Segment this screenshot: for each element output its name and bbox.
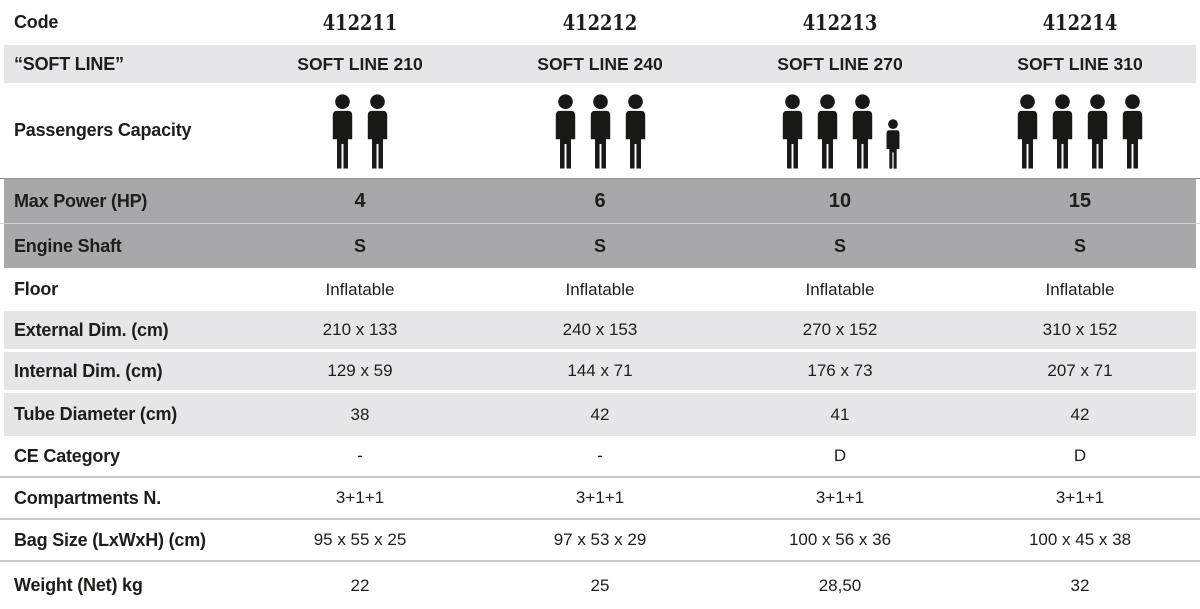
cell-value: 15 (1068, 189, 1092, 212)
adult-passenger-icon (782, 94, 802, 169)
cell-value: 22 (350, 575, 370, 595)
cell-value: 10 (828, 189, 852, 212)
cell-value: D (1073, 446, 1087, 465)
cell-value: 412211 (322, 10, 398, 35)
row-external-dim: External Dim. (cm) 210 x 133 240 x 153 270 … (0, 311, 1200, 349)
row-label: Engine Shaft (14, 235, 122, 256)
cell-value: 3+1+1 (335, 488, 385, 507)
cell-value: 32 (1070, 575, 1090, 595)
cell-value: S (833, 235, 846, 256)
cell-value: Inflatable (565, 279, 635, 299)
row-label: Floor (14, 279, 58, 299)
adult-passenger-icon (817, 94, 837, 169)
passenger-icons-cell (720, 83, 960, 178)
cell-value: 3+1+1 (815, 488, 865, 507)
adult-passenger-icon (367, 94, 388, 169)
cell-value: 210 x 133 (322, 320, 398, 339)
row-passengers-capacity: Passengers Capacity (0, 83, 1200, 178)
row-engine-shaft: Engine Shaft S S S S (0, 223, 1200, 268)
cell-value: 3+1+1 (1055, 488, 1105, 507)
adult-passenger-icon (590, 94, 610, 169)
row-weight: Weight (Net) kg 22 25 28,50 32 (0, 562, 1200, 609)
cell-value: 4 (354, 189, 366, 212)
row-tube-diameter: Tube Diameter (cm) 38 42 41 42 (0, 393, 1200, 436)
row-label: Bag Size (LxWxH) (cm) (14, 529, 206, 550)
cell-value: 310 x 152 (1042, 320, 1118, 339)
row-label: External Dim. (cm) (14, 319, 169, 340)
cell-value: 3+1+1 (575, 488, 625, 507)
cell-value: 25 (590, 575, 610, 595)
cell-value: 38 (350, 404, 370, 424)
cell-value: Inflatable (325, 279, 395, 299)
cell-value: Inflatable (805, 279, 875, 299)
row-compartments: Compartments N. 3+1+1 3+1+1 3+1+1 3+1+1 (0, 478, 1200, 520)
cell-value: 42 (590, 404, 610, 424)
cell-value: 100 x 56 x 36 (788, 530, 892, 549)
row-label: CE Category (14, 445, 120, 466)
passenger-icons-cell (240, 83, 480, 178)
row-code: Code 412211 412212 412213 412214 (0, 0, 1200, 45)
row-floor: Floor Inflatable Inflatable Inflatable Infla… (0, 268, 1200, 311)
cell-value: 28,50 (818, 575, 862, 595)
adult-passenger-icon (1052, 94, 1073, 169)
cell-value: 144 x 71 (567, 361, 633, 380)
row-label: Compartments N. (14, 487, 162, 508)
cell-value: 6 (594, 189, 606, 212)
cell-value: 412214 (1042, 10, 1118, 35)
row-internal-dim: Internal Dim. (cm) 129 x 59 144 x 71 176 x … (0, 352, 1200, 390)
row-label: Max Power (HP) (14, 190, 148, 211)
cell-value: 270 x 152 (802, 320, 878, 339)
passenger-icons-cell (960, 83, 1200, 178)
row-bag-size: Bag Size (LxWxH) (cm) 95 x 55 x 25 97 x 53… (0, 520, 1200, 562)
cell-value: S (593, 235, 606, 256)
row-label: “SOFT LINE” (14, 53, 124, 74)
row-label: Code (14, 12, 59, 32)
cell-value: 100 x 45 x 38 (1028, 530, 1132, 549)
passenger-icons-cell (480, 83, 720, 178)
row-max-power: Max Power (HP) 4 6 10 15 (0, 178, 1200, 223)
cell-value: 42 (1070, 404, 1090, 424)
adult-passenger-icon (625, 94, 645, 169)
cell-value: SOFT LINE 310 (1017, 53, 1143, 74)
cell-value: D (833, 446, 847, 465)
row-soft-line: “SOFT LINE” SOFT LINE 210 SOFT LINE 240 SOF… (0, 45, 1200, 83)
adult-passenger-icon (332, 94, 353, 169)
adult-passenger-icon (555, 94, 575, 169)
row-label: Tube Diameter (cm) (14, 404, 178, 424)
row-label: Passengers Capacity (14, 120, 192, 140)
adult-passenger-icon (1087, 94, 1108, 169)
cell-value: 41 (830, 404, 850, 424)
row-label: Internal Dim. (cm) (14, 360, 163, 381)
cell-value: 95 x 55 x 25 (313, 530, 407, 549)
cell-value: 129 x 59 (327, 361, 393, 380)
cell-value: 412212 (562, 10, 638, 35)
cell-value: S (1073, 235, 1086, 256)
adult-passenger-icon (852, 94, 872, 169)
cell-value: - (357, 446, 363, 465)
cell-value: 176 x 73 (807, 361, 873, 380)
adult-passenger-icon (1017, 94, 1038, 169)
cell-value: SOFT LINE 270 (777, 53, 903, 74)
child-passenger-icon (886, 119, 899, 169)
row-ce-category: CE Category - - D D (0, 436, 1200, 478)
cell-value: SOFT LINE 240 (537, 53, 663, 74)
row-label: Weight (Net) kg (14, 575, 143, 595)
cell-value: Inflatable (1045, 279, 1115, 299)
cell-value: S (353, 235, 366, 256)
cell-value: 240 x 153 (562, 320, 638, 339)
cell-value: 207 x 71 (1047, 361, 1113, 380)
cell-value: SOFT LINE 210 (297, 53, 423, 74)
cell-value: 97 x 53 x 29 (553, 530, 647, 549)
cell-value: 412213 (802, 10, 878, 35)
cell-value: - (597, 446, 603, 465)
adult-passenger-icon (1122, 94, 1143, 169)
